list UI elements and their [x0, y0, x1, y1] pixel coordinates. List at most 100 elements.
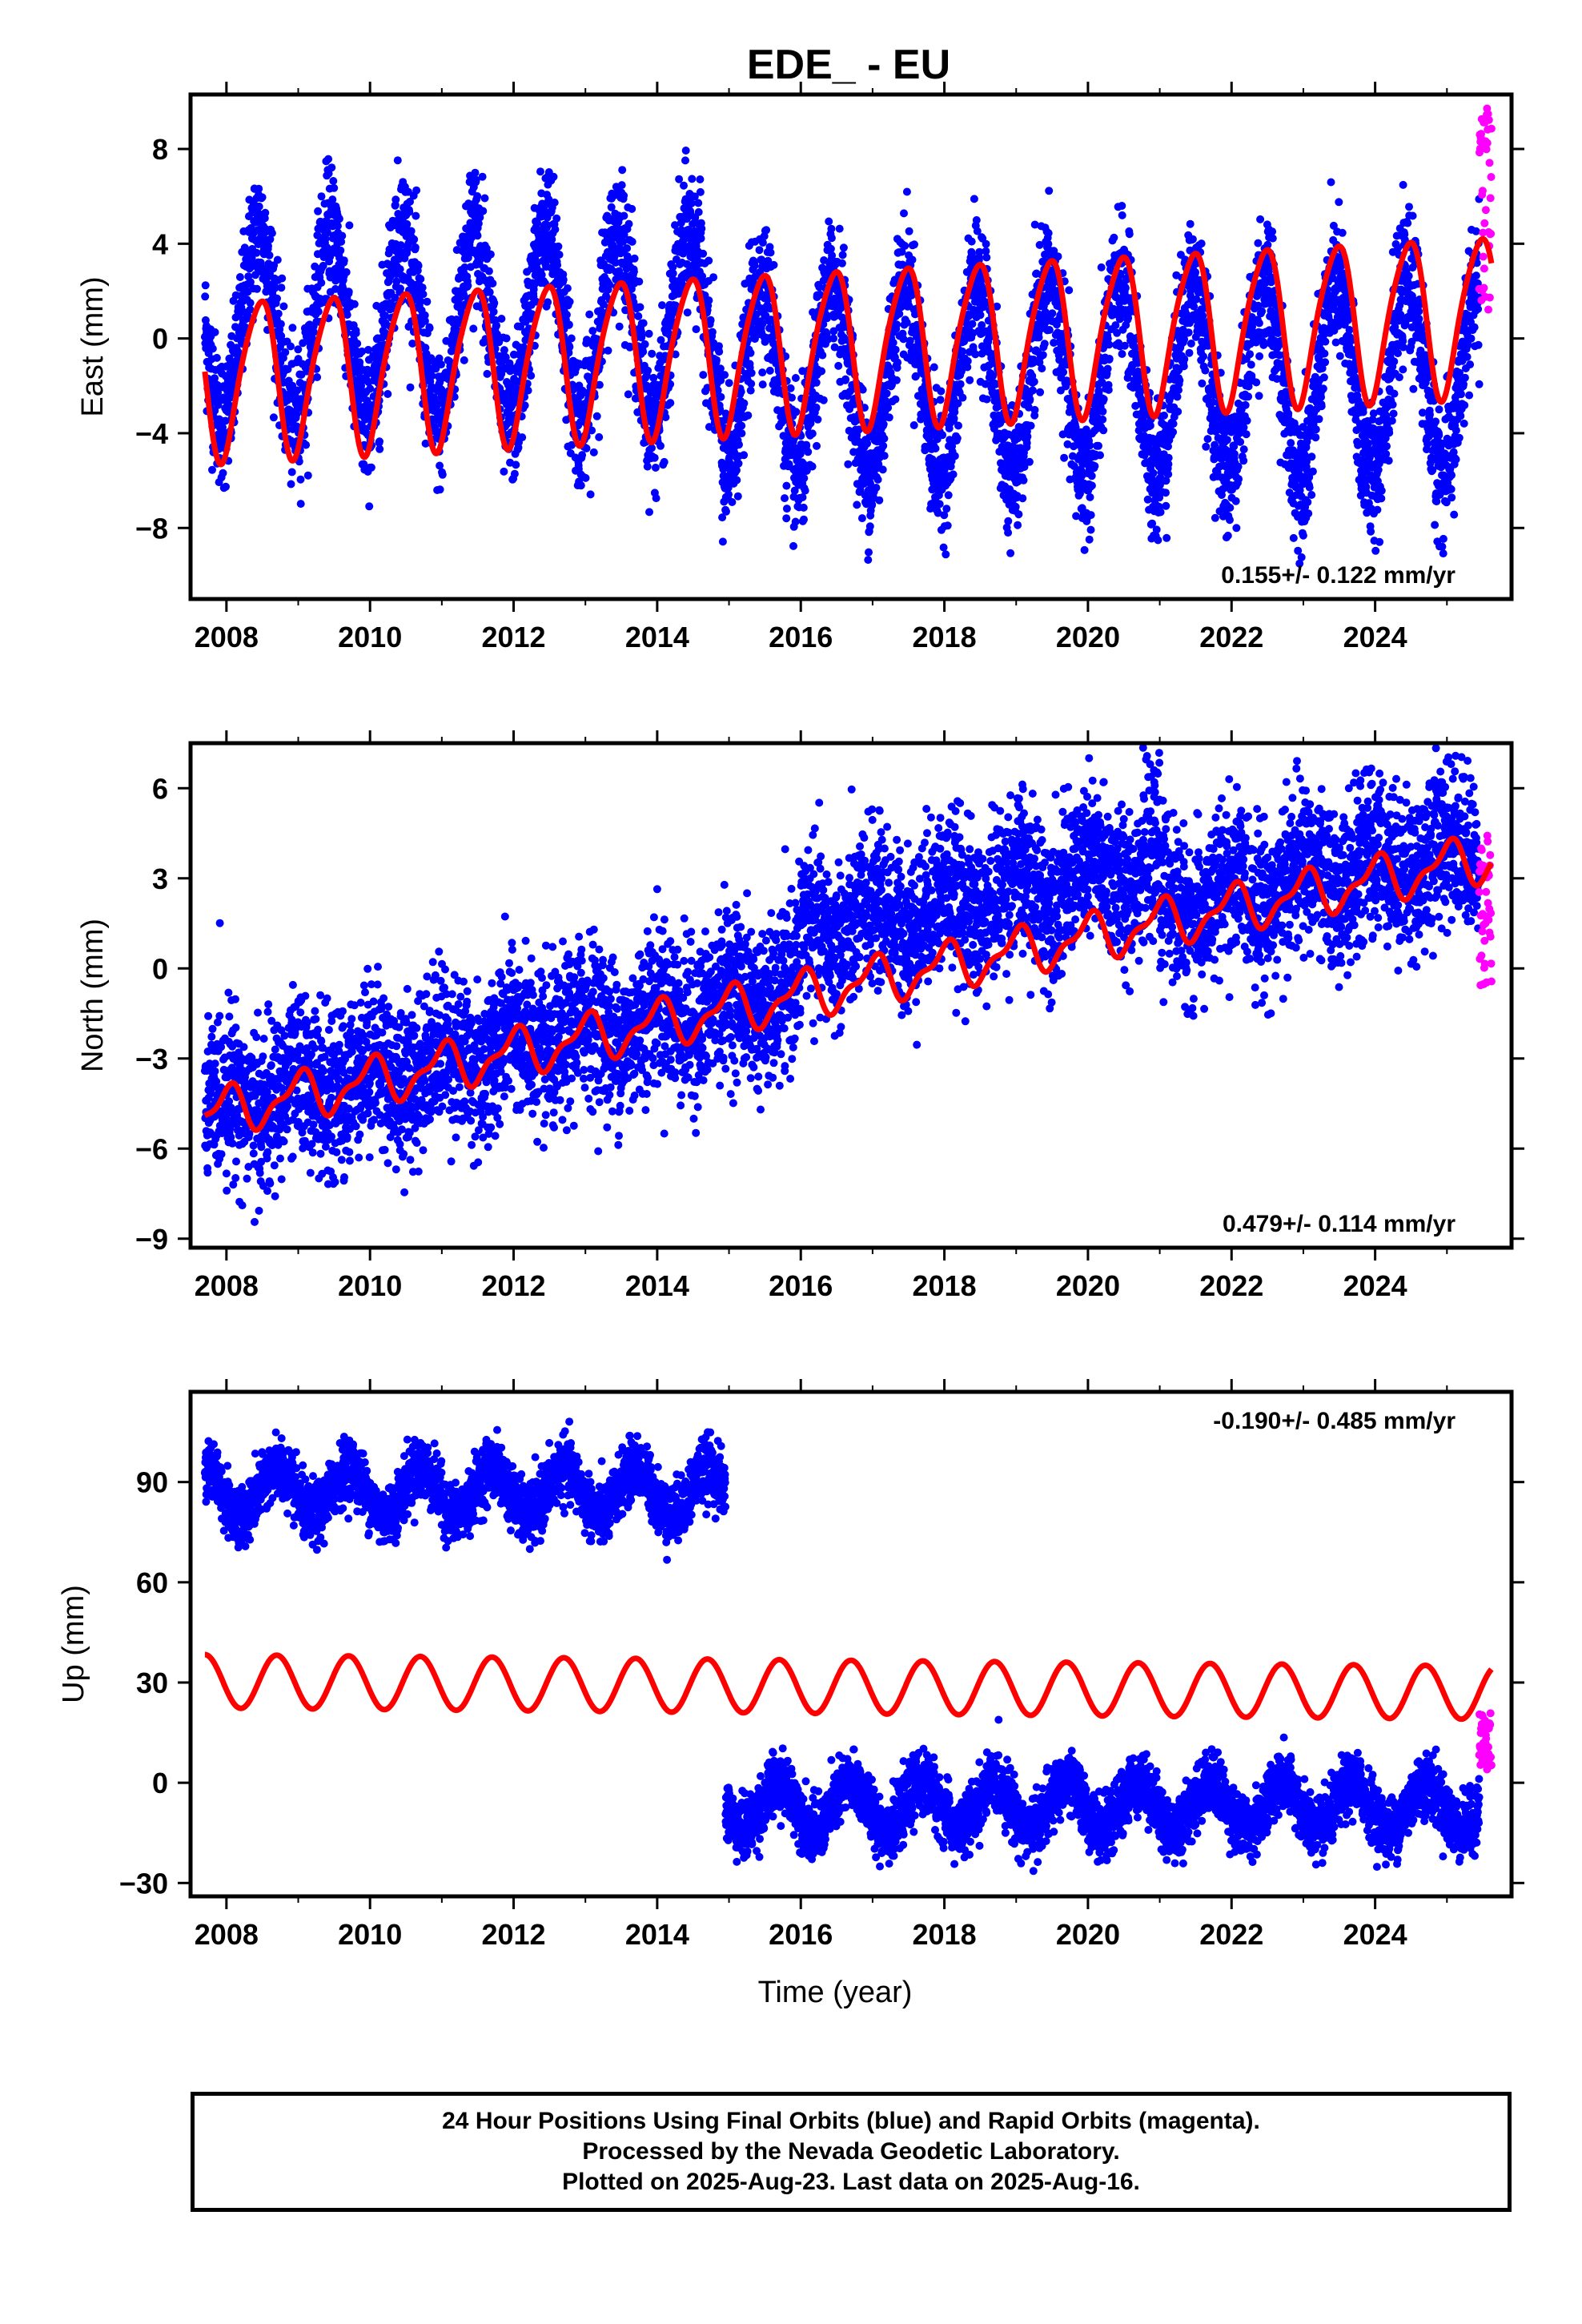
- data-point: [639, 319, 648, 328]
- data-point: [255, 202, 263, 211]
- data-point: [234, 348, 243, 356]
- data-point: [396, 241, 405, 250]
- data-point: [492, 321, 500, 330]
- data-point: [274, 309, 283, 318]
- data-point: [721, 371, 729, 380]
- data-point: [1029, 386, 1037, 395]
- data-point: [624, 390, 632, 399]
- data-point: [367, 463, 375, 472]
- data-point: [694, 199, 703, 207]
- data-point: [909, 421, 918, 429]
- data-point: [269, 413, 278, 422]
- data-point: [717, 392, 725, 401]
- data-point: [381, 312, 390, 320]
- data-point: [735, 440, 743, 449]
- data-point: [669, 263, 677, 271]
- data-point: [864, 556, 873, 565]
- data-point: [658, 301, 666, 310]
- data-point: [865, 522, 874, 531]
- data-point: [844, 460, 853, 468]
- data-point: [1004, 529, 1013, 537]
- data-point: [880, 434, 889, 443]
- data-point: [253, 284, 261, 293]
- data-point: [634, 312, 643, 320]
- data-point: [287, 468, 296, 476]
- data-point: [375, 437, 383, 446]
- data-point: [935, 500, 944, 509]
- data-point: [650, 453, 659, 462]
- data-point: [789, 541, 797, 550]
- data-point: [938, 431, 947, 440]
- data-point: [324, 155, 333, 163]
- data-point: [827, 224, 836, 233]
- data-point: [392, 277, 401, 286]
- data-point: [564, 320, 573, 329]
- data-point: [252, 248, 261, 257]
- data-point: [311, 262, 319, 271]
- data-point: [221, 416, 230, 425]
- data-point: [296, 475, 305, 484]
- data-point: [648, 349, 656, 358]
- data-point: [910, 240, 918, 249]
- data-point: [407, 227, 416, 235]
- data-point: [222, 482, 230, 491]
- data-point: [478, 172, 487, 181]
- data-point: [744, 411, 753, 420]
- data-point: [722, 507, 730, 516]
- data-point: [438, 470, 447, 479]
- data-point: [837, 259, 846, 267]
- data-point: [629, 267, 638, 276]
- data-point: [1099, 426, 1108, 435]
- data-point: [1030, 405, 1039, 414]
- data-point: [901, 242, 909, 250]
- data-point: [391, 293, 400, 302]
- data-point: [841, 375, 850, 384]
- data-point: [644, 366, 652, 375]
- data-point: [880, 452, 889, 460]
- data-point: [885, 413, 893, 422]
- data-point: [261, 208, 270, 217]
- data-point: [1179, 362, 1188, 371]
- data-point: [293, 386, 302, 395]
- data-point: [618, 166, 627, 175]
- data-point: [464, 253, 472, 262]
- data-point: [813, 441, 821, 450]
- data-point: [879, 441, 888, 450]
- data-point: [970, 195, 978, 203]
- data-point: [425, 324, 434, 332]
- data-point: [950, 452, 959, 460]
- data-point: [235, 273, 244, 281]
- data-point: [688, 175, 697, 183]
- data-point: [812, 378, 821, 387]
- data-point: [769, 260, 778, 269]
- data-point: [480, 194, 489, 203]
- data-point: [615, 322, 624, 331]
- data-point: [755, 246, 764, 255]
- data-point: [266, 235, 275, 243]
- data-point: [281, 348, 290, 356]
- data-point: [265, 251, 274, 259]
- data-point: [421, 344, 430, 352]
- data-point: [344, 287, 353, 296]
- data-point: [1152, 525, 1161, 534]
- data-point: [493, 330, 501, 339]
- data-point: [412, 211, 420, 220]
- data-point: [201, 292, 210, 301]
- data-point: [963, 356, 972, 365]
- data-point: [680, 181, 688, 190]
- data-point: [416, 275, 425, 283]
- data-point: [893, 320, 901, 329]
- data-point: [878, 465, 887, 474]
- data-point: [1169, 428, 1178, 436]
- data-point: [942, 505, 951, 513]
- data-point: [582, 444, 591, 452]
- data-point: [1036, 388, 1045, 396]
- data-point: [1110, 233, 1118, 242]
- data-point: [604, 346, 612, 355]
- data-point: [308, 334, 316, 343]
- data-point: [715, 348, 724, 356]
- data-point: [1085, 535, 1094, 544]
- data-point: [502, 334, 511, 343]
- data-point: [537, 271, 546, 279]
- data-point: [705, 296, 713, 305]
